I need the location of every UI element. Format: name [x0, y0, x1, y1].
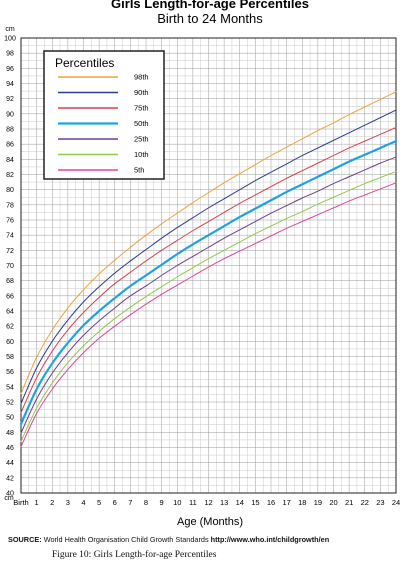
- y-tick-label: 44: [6, 460, 14, 467]
- y-tick-label: 48: [6, 430, 14, 437]
- x-tick-label: 8: [144, 498, 148, 507]
- y-tick-label: 86: [6, 142, 14, 149]
- y-tick-label: 80: [6, 187, 14, 194]
- x-tick-label: 21: [345, 498, 353, 507]
- y-axis-unit-bottom: cm: [4, 495, 14, 502]
- x-tick-label: 3: [66, 498, 70, 507]
- source-label: SOURCE:: [8, 535, 42, 544]
- y-tick-label: 72: [6, 248, 14, 255]
- y-tick-label: 90: [6, 111, 14, 118]
- y-tick-label: 88: [6, 127, 14, 134]
- x-tick-label: Birth: [13, 498, 28, 507]
- series-line-5th: [20, 182, 397, 448]
- y-tick-label: 70: [6, 263, 14, 270]
- legend-label-10th: 10th: [134, 150, 149, 159]
- y-tick-label: 98: [6, 51, 14, 58]
- series-line-10th: [20, 170, 397, 442]
- legend-title: Percentiles: [55, 56, 114, 70]
- y-tick-label: 58: [6, 354, 14, 361]
- legend: Percentiles 98th 90th 75th 50th 25th 10th 5th: [43, 50, 165, 180]
- x-tick-label: 19: [314, 498, 322, 507]
- legend-label-50th: 50th: [134, 119, 149, 128]
- chart-subtitle: Birth to 24 Months: [157, 11, 263, 26]
- y-tick-label: 74: [6, 233, 14, 240]
- y-tick-label: 82: [6, 172, 14, 179]
- x-tick-label: 2: [50, 498, 54, 507]
- series-lines: [19, 91, 398, 448]
- y-tick-label: 62: [6, 324, 14, 331]
- source-text: World Health Organisation Child Growth S…: [43, 535, 209, 544]
- y-tick-label: 84: [6, 157, 14, 164]
- x-tick-label: 5: [97, 498, 101, 507]
- series-line-98th: [20, 91, 397, 395]
- y-tick-label: 64: [6, 309, 14, 316]
- y-tick-label: 50: [6, 415, 14, 422]
- y-tick-label: 40: [6, 491, 14, 498]
- y-tick-label: 66: [6, 293, 14, 300]
- series-line-90th: [20, 109, 397, 405]
- figure-caption: Figure 10: Girls Length-for-age Percenti…: [52, 550, 217, 560]
- y-axis-ticks: 40 42 44 46 48 50 52 54 56 58 60 62 64 66 68 70 72 74 76 78…: [4, 36, 16, 498]
- y-tick-label: 92: [6, 96, 14, 103]
- x-tick-label: 24: [392, 498, 400, 507]
- legend-label-98th: 98th: [134, 73, 149, 82]
- y-tick-label: 96: [6, 66, 14, 73]
- legend-label-75th: 75th: [134, 104, 149, 113]
- legend-box: [43, 50, 165, 180]
- x-tick-label: 7: [128, 498, 132, 507]
- x-tick-label: 23: [376, 498, 384, 507]
- source-note: SOURCE: World Health Organisation Child …: [8, 535, 329, 544]
- x-tick-label: 11: [189, 498, 197, 507]
- y-tick-label: 46: [6, 445, 14, 452]
- legend-entries: 98th 90th 75th 50th 25th 10th 5th: [58, 73, 149, 175]
- y-tick-label: 76: [6, 218, 14, 225]
- x-tick-label: 6: [113, 498, 117, 507]
- y-axis-unit-top: cm: [5, 26, 15, 33]
- x-tick-label: 4: [81, 498, 85, 507]
- x-tick-label: 22: [361, 498, 369, 507]
- x-tick-label: 9: [160, 498, 164, 507]
- legend-label-5th: 5th: [134, 166, 144, 175]
- x-tick-label: 10: [173, 498, 181, 507]
- x-tick-label: 15: [251, 498, 259, 507]
- x-tick-label: 14: [236, 498, 244, 507]
- x-tick-label: 17: [282, 498, 290, 507]
- series-line-75th: [20, 126, 397, 414]
- y-tick-label: 56: [6, 369, 14, 376]
- plot-frame: [20, 37, 397, 494]
- y-tick-label: 94: [6, 81, 14, 88]
- legend-label-25th: 25th: [134, 135, 149, 144]
- x-tick-label: 20: [329, 498, 337, 507]
- y-tick-label: 100: [4, 36, 16, 43]
- x-axis-label: Age (Months): [177, 516, 243, 528]
- legend-label-90th: 90th: [134, 88, 149, 97]
- x-tick-label: 1: [35, 498, 39, 507]
- series-line-25th: [20, 156, 397, 434]
- y-tick-label: 68: [6, 278, 14, 285]
- x-axis-ticks: Birth 1 2 3 4 5 6 7 8 9 10 11 12 13 14 15 16 17 18 19 20 21 22…: [13, 498, 400, 507]
- series-line-50th: [19, 140, 398, 426]
- y-tick-label: 54: [6, 384, 14, 391]
- x-tick-label: 13: [220, 498, 228, 507]
- y-tick-label: 60: [6, 339, 14, 346]
- chart-title: Girls Length-for-age Percentiles: [111, 0, 309, 11]
- x-tick-label: 16: [267, 498, 275, 507]
- y-tick-label: 78: [6, 202, 14, 209]
- source-url: http://www.who.int/childgrowth/en: [210, 535, 330, 544]
- y-tick-label: 52: [6, 400, 14, 407]
- y-tick-label: 42: [6, 475, 14, 482]
- x-tick-label: 18: [298, 498, 306, 507]
- x-tick-label: 12: [204, 498, 212, 507]
